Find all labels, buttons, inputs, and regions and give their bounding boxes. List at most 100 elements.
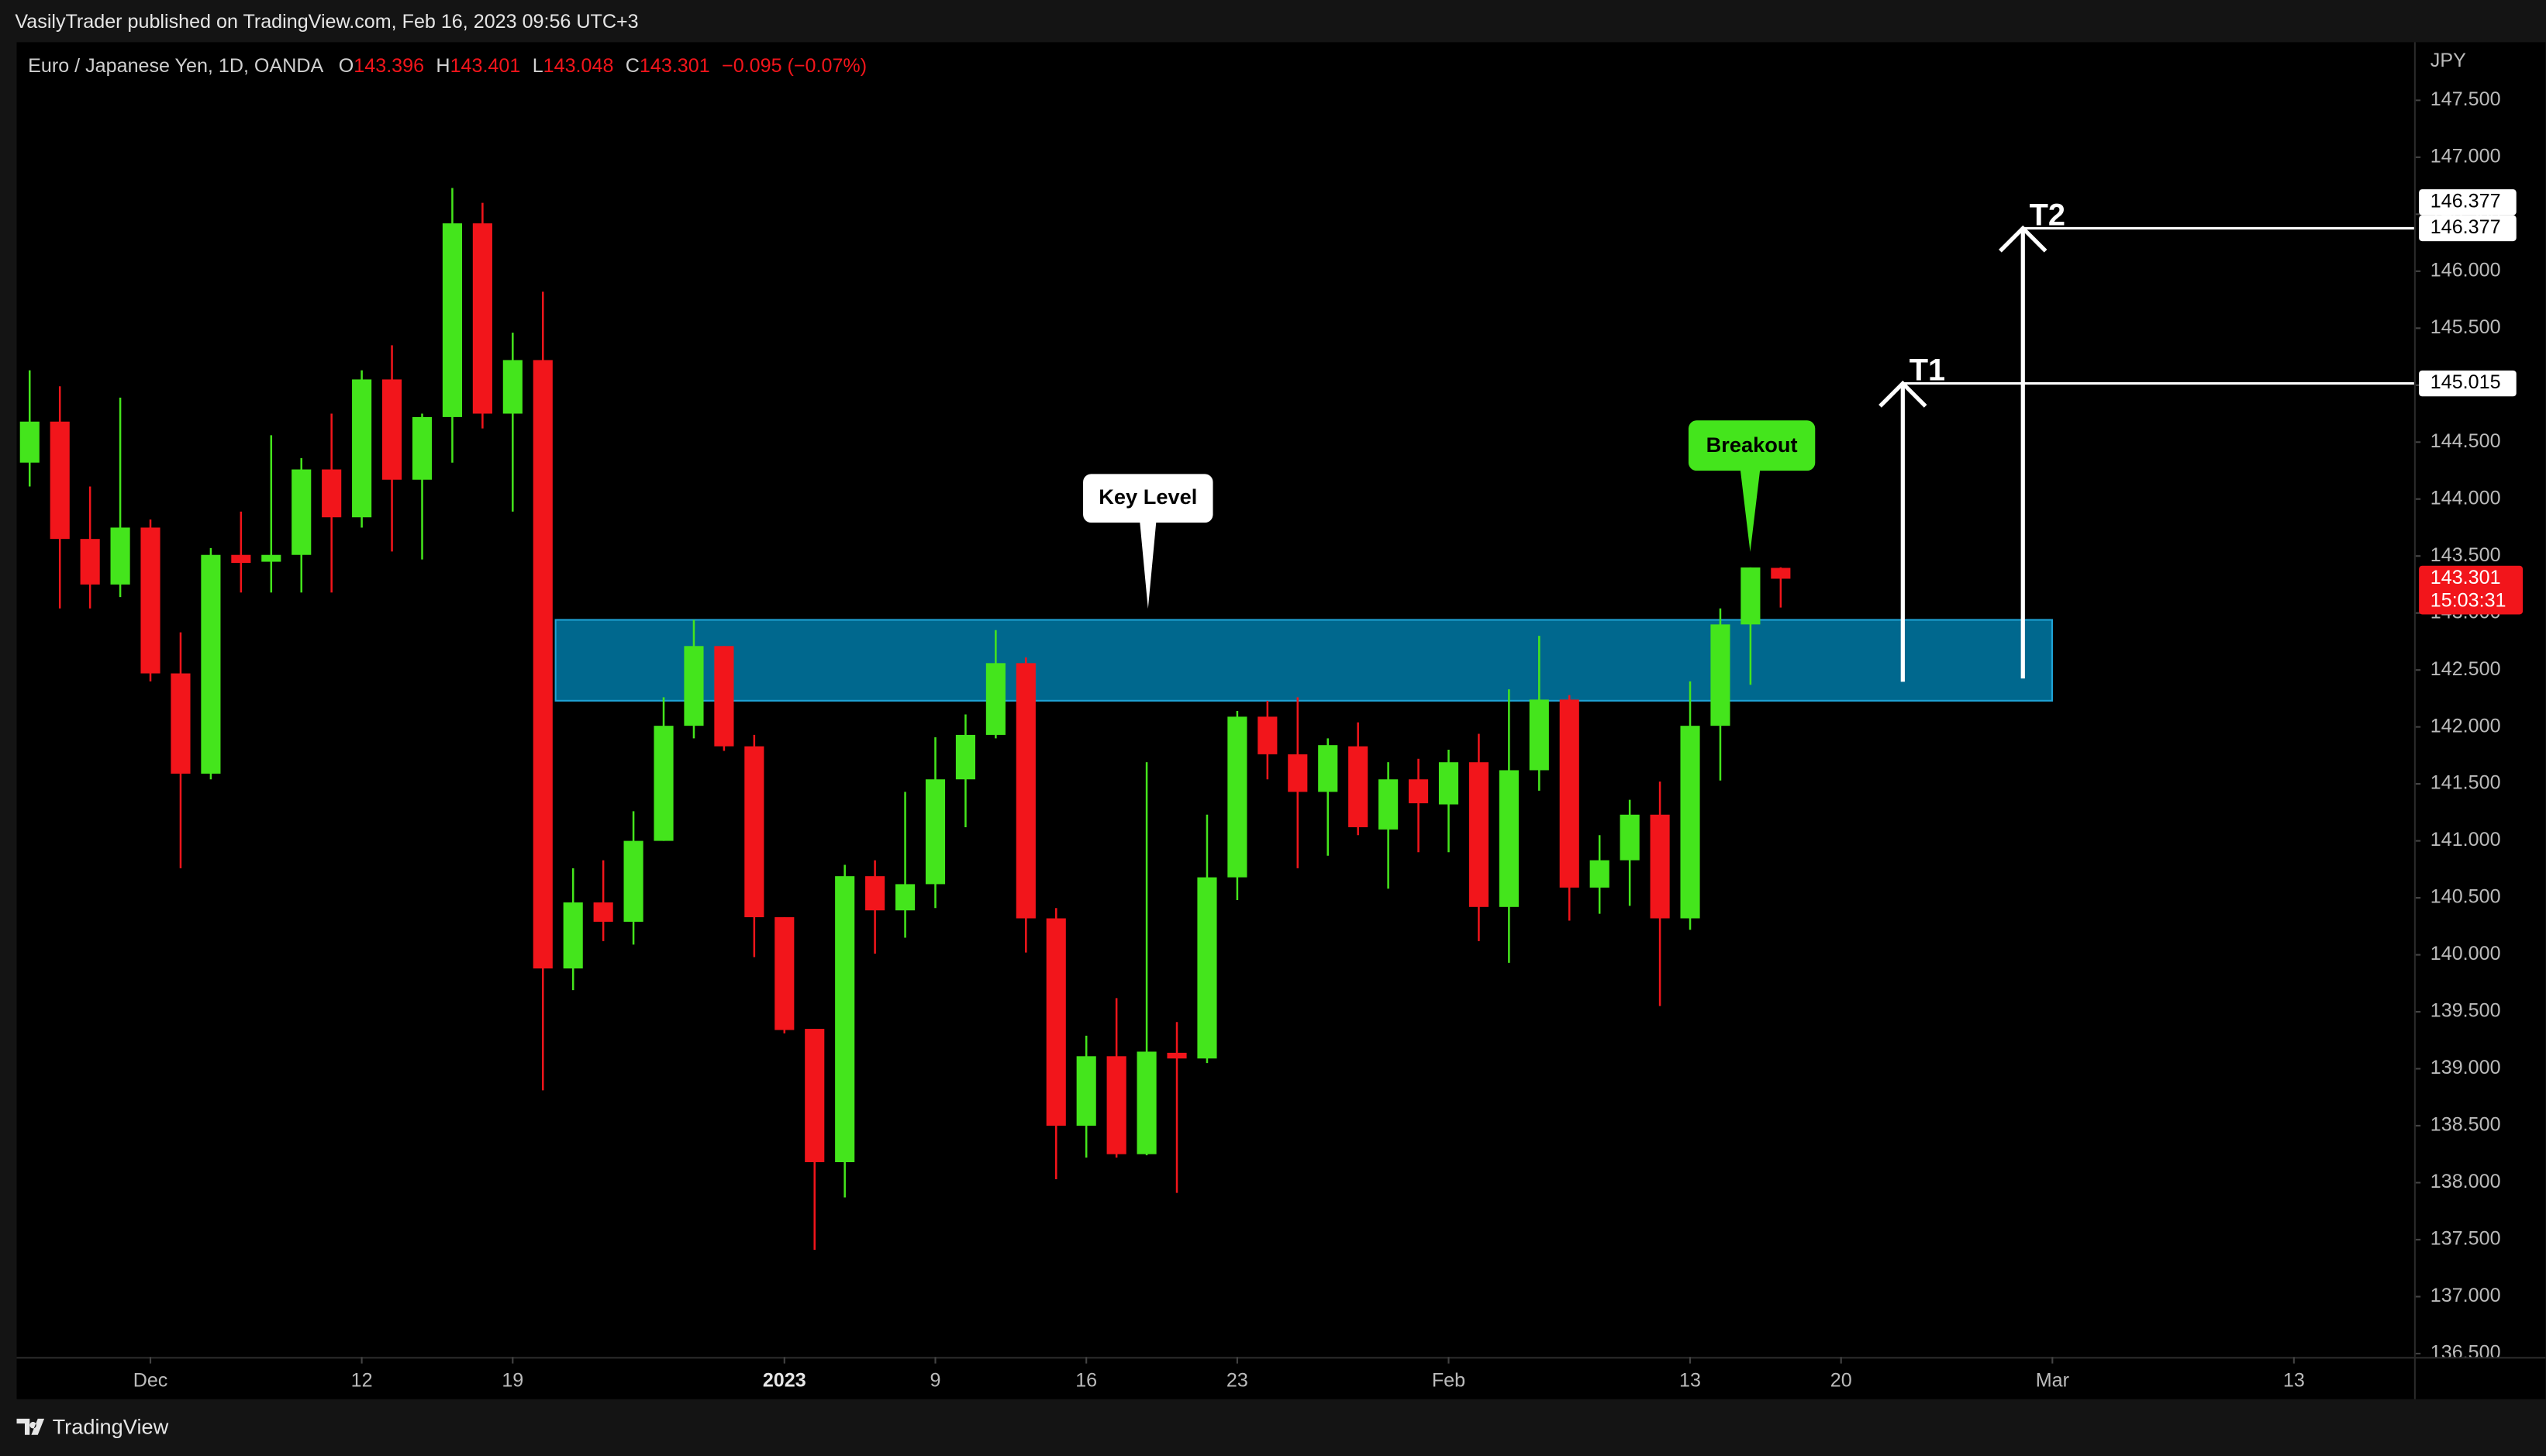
candle-body (381, 379, 402, 480)
countdown-label: 15:03:31 (2430, 589, 2506, 611)
y-tick-label: 147.500 (2430, 88, 2501, 110)
candle-body (1468, 762, 1489, 907)
currency-label: JPY (2430, 50, 2466, 71)
ohlc-label: O (339, 54, 354, 76)
candle-body (1589, 860, 1609, 888)
candle-body (19, 421, 40, 463)
x-tick-label: 12 (351, 1369, 373, 1391)
candle-body (955, 734, 975, 780)
candle-body (50, 421, 70, 540)
target-arrowhead (1999, 225, 2047, 253)
y-tick-label: 146.000 (2430, 259, 2501, 281)
chart-pane (16, 42, 2546, 1399)
candle-body (1046, 918, 1066, 1126)
candle-body (835, 876, 855, 1162)
candle-body (1499, 770, 1519, 907)
candle-body (744, 746, 764, 918)
y-tick-label: 140.500 (2430, 886, 2501, 908)
breakout-callout (1688, 420, 1816, 552)
candle-body (1106, 1056, 1126, 1154)
y-tick-label: 137.000 (2430, 1285, 2501, 1306)
x-tick-label: 13 (1679, 1369, 1701, 1391)
ohlc-label: L (533, 54, 543, 76)
breakout-label: Breakout (1706, 433, 1798, 457)
ohlc-label: C (626, 54, 640, 76)
y-tick-label: 143.500 (2430, 544, 2501, 566)
candle-body (201, 554, 221, 774)
y-tick-label: 142.500 (2430, 658, 2501, 680)
y-tick-label: 138.500 (2430, 1114, 2501, 1136)
candle-body (80, 539, 100, 585)
y-tick-label: 147.000 (2430, 145, 2501, 167)
candle-body (1620, 814, 1640, 861)
candle-body (1710, 624, 1730, 726)
candle-body (865, 876, 885, 911)
y-tick-label: 138.000 (2430, 1171, 2501, 1192)
candle-body (1137, 1051, 1157, 1154)
change: −0.095 (−0.07%) (722, 54, 867, 76)
candle-body (472, 223, 492, 414)
y-tick-label: 141.500 (2430, 772, 2501, 794)
x-tick-label: 16 (1075, 1369, 1097, 1391)
candle-body (1559, 699, 1579, 888)
y-tick-label: 142.000 (2430, 715, 2501, 737)
candle-body (1771, 568, 1791, 579)
candle-body (1438, 762, 1459, 805)
candle-body (533, 360, 553, 969)
x-tick-label: 23 (1226, 1369, 1248, 1391)
key-level-label: Key Level (1099, 485, 1197, 509)
key-zone (554, 619, 2053, 702)
legend: Euro / Japanese Yen, 1D, OANDA O143.396 … (28, 54, 867, 76)
brand-name: TradingView (53, 1415, 169, 1439)
y-tick-label: 144.500 (2430, 430, 2501, 452)
candle-body (322, 469, 342, 518)
candle-body (714, 646, 734, 747)
ohlc-value: 143.048 (543, 54, 614, 76)
axis-price-box (2419, 370, 2517, 397)
candle-body (1378, 779, 1399, 830)
candle-body (774, 917, 795, 1030)
axis-price-box (2419, 215, 2517, 242)
candle-body (593, 902, 613, 922)
axis-price-label: 145.015 (2430, 371, 2501, 393)
candle-body (805, 1029, 825, 1162)
candle-body (654, 726, 674, 841)
candle-body (231, 554, 251, 564)
candle-body (684, 646, 704, 726)
symbol: Euro / Japanese Yen, 1D, OANDA (28, 54, 323, 76)
candle-body (1650, 814, 1670, 919)
candle-body (985, 663, 1006, 735)
y-tick-label: 144.000 (2430, 487, 2501, 509)
candle-body (442, 223, 463, 417)
axis-price-box (2419, 189, 2517, 216)
candle-body (1740, 567, 1761, 625)
x-tick-label: 13 (2283, 1369, 2305, 1391)
y-tick-label: 139.000 (2430, 1057, 2501, 1078)
ohlc-value: 143.401 (450, 54, 521, 76)
x-tick-label: Feb (1432, 1369, 1465, 1391)
candle-body (412, 416, 433, 480)
x-tick-label: 2023 (763, 1369, 806, 1391)
x-tick-label: 20 (1830, 1369, 1852, 1391)
x-tick-label: 9 (930, 1369, 941, 1391)
candle-body (171, 673, 191, 774)
x-tick-label: Dec (133, 1369, 168, 1391)
y-tick-label: 141.000 (2430, 829, 2501, 850)
candle-body (895, 884, 916, 911)
candle-body (1076, 1056, 1096, 1126)
candle-body (1257, 716, 1278, 754)
y-tick-label: 139.500 (2430, 1000, 2501, 1022)
candle-body (352, 379, 372, 518)
candle-body (1167, 1052, 1187, 1059)
ohlc-value: 143.301 (640, 54, 710, 76)
candle-body (1016, 663, 1036, 919)
candle-body (1318, 745, 1338, 792)
candle-body (1408, 779, 1429, 804)
candle-body (292, 469, 312, 555)
ohlc-value: 143.396 (354, 54, 424, 76)
brand: TradingView (16, 1415, 169, 1439)
candle-body (925, 779, 946, 885)
candle-body (1529, 699, 1549, 771)
